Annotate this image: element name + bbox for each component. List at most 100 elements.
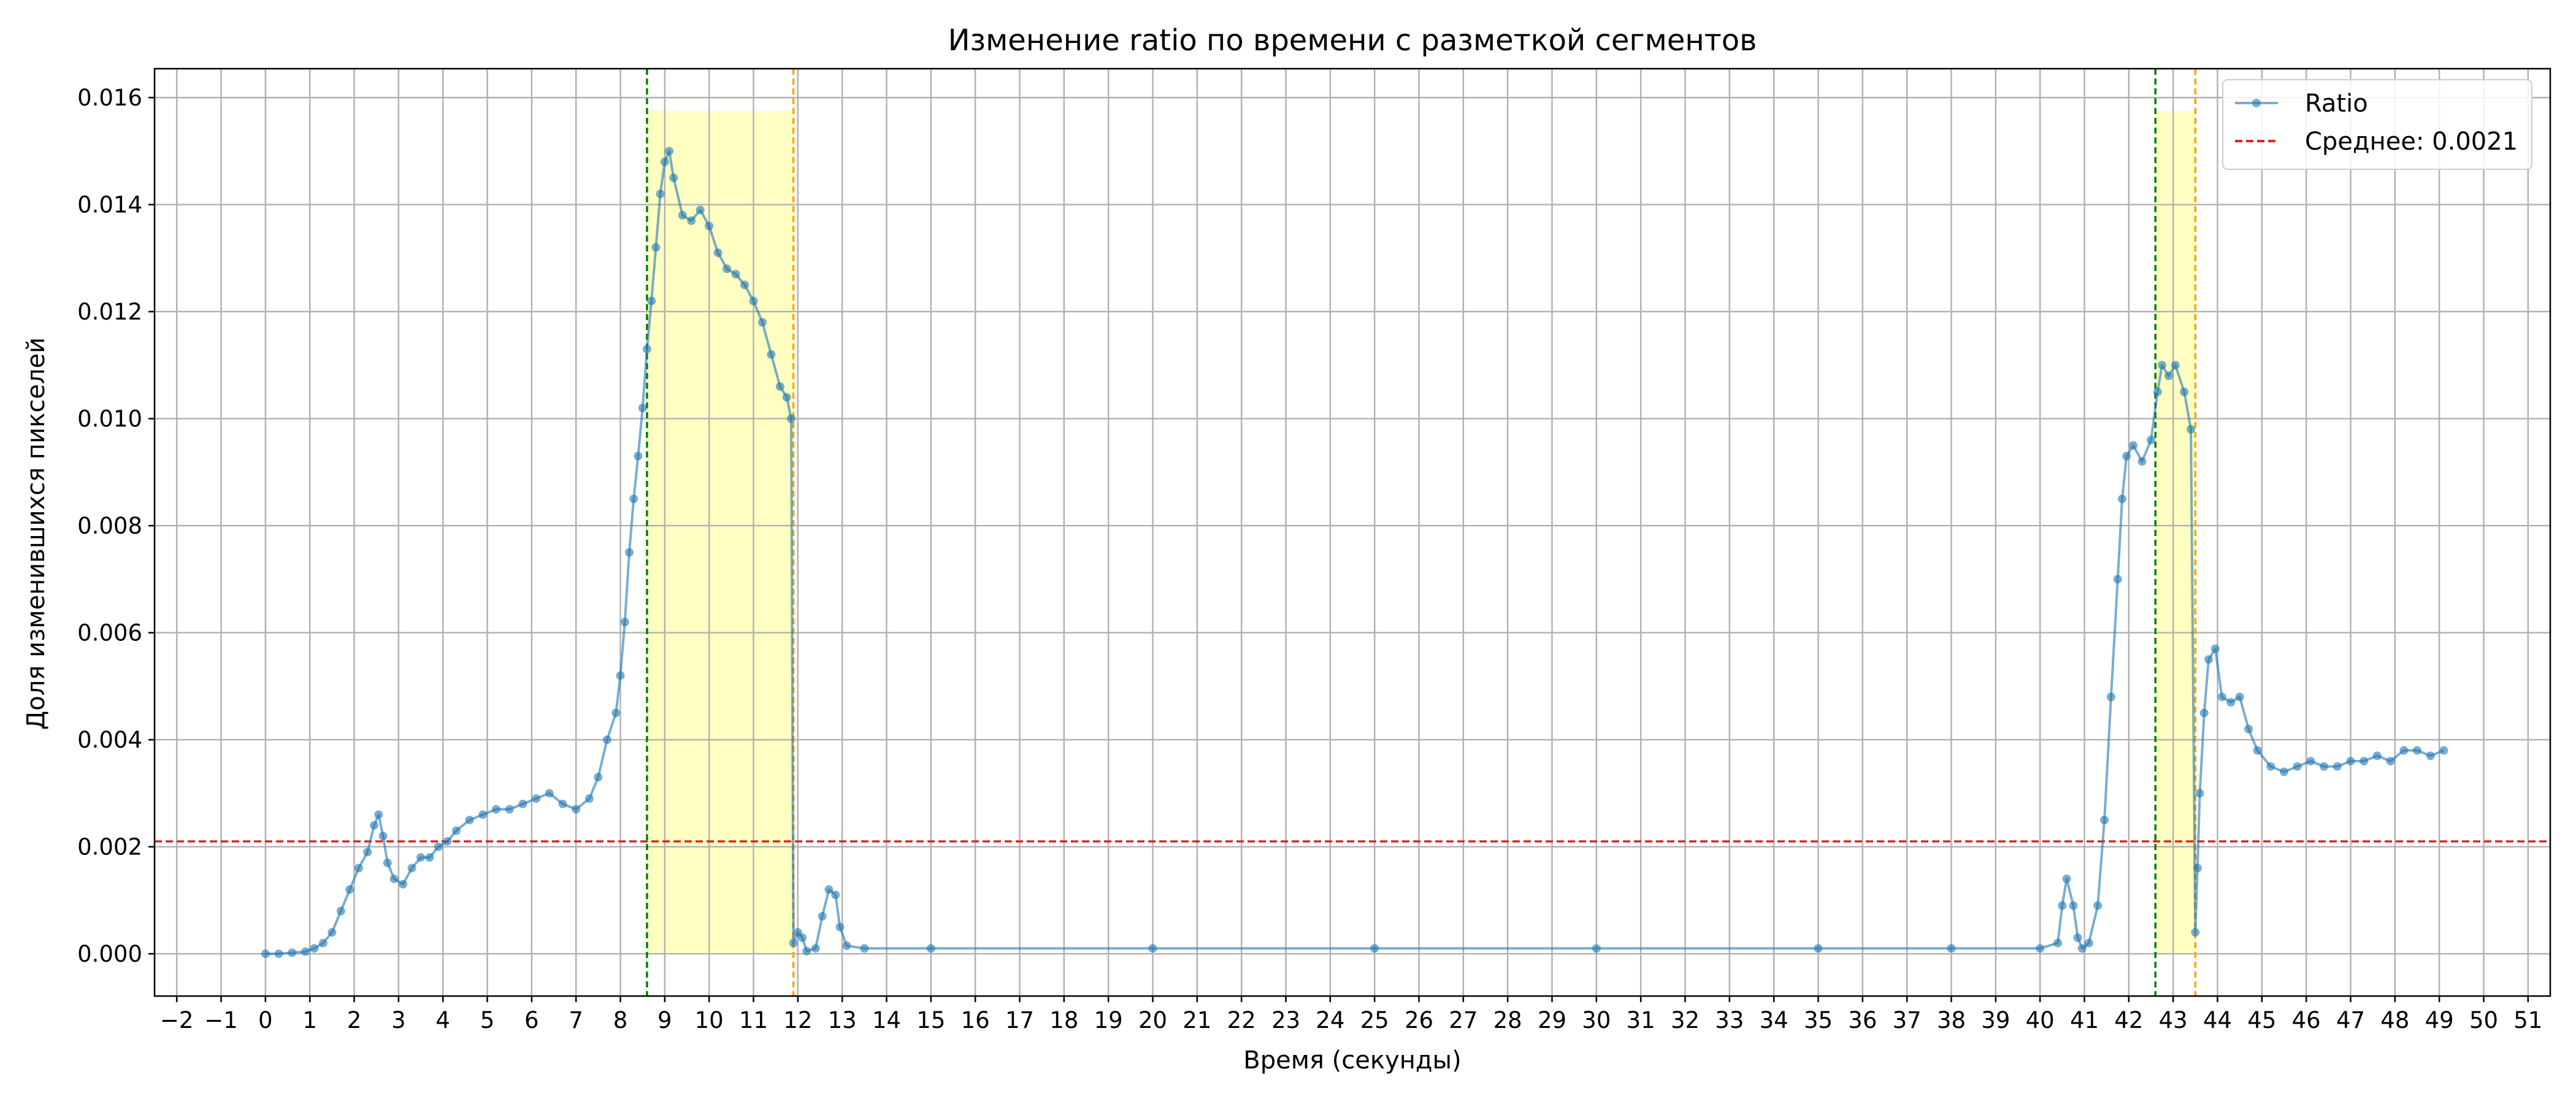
- x-tick-label: 48: [2380, 1007, 2409, 1033]
- ratio-data-point: [2036, 944, 2045, 953]
- x-tick-label: 2: [347, 1007, 362, 1033]
- x-tick-label: 36: [1848, 1007, 1877, 1033]
- segment-shade-2: [2155, 110, 2196, 954]
- ratio-data-point: [2137, 457, 2147, 466]
- x-tick-label: 35: [1804, 1007, 1833, 1033]
- ratio-data-point: [651, 243, 661, 252]
- ratio-data-point: [363, 848, 372, 857]
- x-tick-label: 1: [302, 1007, 317, 1033]
- ratio-data-point: [505, 805, 514, 814]
- x-tick-label: 45: [2247, 1007, 2276, 1033]
- ratio-data-point: [2333, 762, 2342, 771]
- x-tick-label: 30: [1582, 1007, 1611, 1033]
- x-tick-label: 49: [2425, 1007, 2454, 1033]
- ratio-data-point: [425, 853, 434, 862]
- ratio-data-point: [842, 941, 851, 950]
- ratio-data-point: [2053, 938, 2063, 948]
- ratio-data-point: [374, 810, 383, 819]
- x-tick-label: 4: [435, 1007, 450, 1033]
- x-tick-label: 26: [1405, 1007, 1433, 1033]
- ratio-data-point: [782, 393, 791, 402]
- ratio-data-point: [2204, 655, 2214, 664]
- ratio-data-point: [731, 270, 740, 279]
- ratio-data-point: [451, 826, 461, 835]
- plot-area: −2 −1 0 1 2 3 4 5 6 7 8 9 10 11 12 13 14 15 16 17 18 19 20 21 22…: [77, 67, 2551, 1033]
- ratio-data-point: [687, 216, 696, 225]
- x-tick-label: 12: [783, 1007, 812, 1033]
- ratio-data-point: [532, 794, 541, 803]
- x-tick-label: 9: [657, 1007, 672, 1033]
- ratio-data-point: [491, 805, 500, 814]
- ratio-data-point: [2253, 746, 2262, 755]
- y-tick-label: 0.000: [77, 941, 142, 967]
- ratio-data-point: [2306, 756, 2315, 765]
- y-tick-label: 0.006: [77, 620, 142, 646]
- ratio-data-point: [2199, 708, 2209, 718]
- ratio-data-point: [1592, 944, 1601, 953]
- ratio-data-point: [678, 211, 687, 220]
- ratio-data-point: [2106, 692, 2115, 702]
- ratio-data-point: [336, 907, 345, 916]
- ratio-data-point: [634, 451, 643, 461]
- legend-mean-label: Среднее: 0.0021: [2305, 128, 2518, 156]
- segment-shade-1: [646, 110, 794, 954]
- ratio-data-point: [407, 864, 416, 873]
- ratio-data-point: [642, 345, 651, 354]
- x-tick-label: 51: [2513, 1007, 2542, 1033]
- legend-ratio-label: Ratio: [2305, 90, 2368, 118]
- ratio-data-point: [585, 794, 594, 803]
- ratio-data-point: [802, 946, 811, 956]
- ratio-data-point: [2266, 762, 2275, 771]
- ratio-data-point: [2153, 387, 2162, 396]
- ratio-data-point: [831, 891, 840, 900]
- ratio-data-point: [2164, 371, 2173, 380]
- ratio-data-point: [383, 858, 392, 867]
- ratio-data-point: [518, 799, 527, 808]
- x-tick-label: 34: [1760, 1007, 1788, 1033]
- ratio-data-point: [2413, 746, 2421, 755]
- ratio-data-point: [2093, 901, 2103, 910]
- x-tick-label: 41: [2070, 1007, 2099, 1033]
- x-tick-label: 6: [524, 1007, 539, 1033]
- y-tick-label: 0.016: [77, 85, 142, 111]
- ratio-data-point: [2100, 815, 2109, 824]
- ratio-data-point: [328, 928, 337, 937]
- ratio-data-point: [2117, 494, 2126, 504]
- y-axis-label: Доля изменившихся пикселей: [22, 337, 50, 730]
- x-tick-label: 23: [1271, 1007, 1300, 1033]
- ratio-data-point: [629, 494, 638, 504]
- x-tick-label: 40: [2026, 1007, 2055, 1033]
- ratio-data-point: [2158, 361, 2167, 370]
- ratio-data-point: [1947, 944, 1956, 953]
- ratio-data-point: [2084, 938, 2093, 948]
- ratio-data-point: [434, 842, 443, 851]
- x-tick-label: 22: [1227, 1007, 1256, 1033]
- x-tick-label: 19: [1094, 1007, 1123, 1033]
- ratio-data-point: [2235, 692, 2244, 702]
- x-tick-label: 13: [828, 1007, 857, 1033]
- x-tick-label: 28: [1493, 1007, 1522, 1033]
- ratio-data-point: [656, 190, 665, 199]
- y-tick-label: 0.004: [77, 727, 142, 753]
- ratio-data-point: [2191, 928, 2200, 937]
- ratio-data-point: [647, 296, 656, 305]
- x-tick-label: 21: [1183, 1007, 1211, 1033]
- ratio-data-point: [835, 922, 845, 932]
- ratio-data-point: [611, 708, 621, 718]
- y-tick-label: 0.012: [77, 299, 142, 325]
- legend-ratio-marker: [2252, 99, 2261, 107]
- chart-title: Изменение ratio по времени с разметкой с…: [948, 23, 1757, 58]
- ratio-data-point: [786, 414, 795, 423]
- ratio-data-point: [2359, 756, 2369, 765]
- ratio-data-point: [378, 832, 388, 841]
- ratio-data-point: [261, 949, 270, 959]
- ratio-data-point: [749, 296, 758, 305]
- ratio-data-point: [2147, 435, 2155, 445]
- ratio-data-point: [638, 404, 647, 413]
- ratio-data-point: [602, 735, 611, 745]
- ratio-data-point: [665, 147, 674, 156]
- ratio-data-point: [798, 933, 807, 942]
- ratio-data-point: [558, 799, 567, 808]
- ratio-data-point: [2113, 575, 2122, 584]
